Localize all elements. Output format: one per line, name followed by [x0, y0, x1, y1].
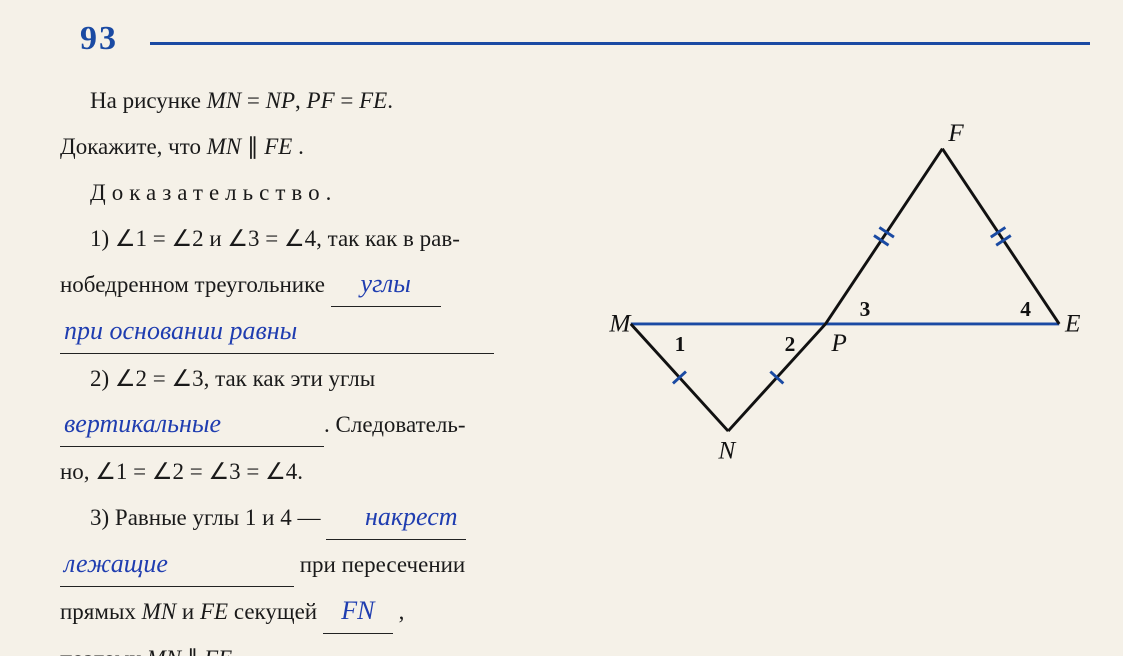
line-mn: MN — [142, 599, 177, 624]
parallel-lhs: MN — [207, 134, 242, 159]
handwriting-3b: лежащие — [64, 549, 168, 578]
header-rule — [150, 42, 1090, 45]
step3-text-c-b: секущей — [228, 599, 323, 624]
step-3-line-1: 3) Равные углы 1 и 4 — накрест — [60, 497, 580, 540]
tick-pf-2 — [879, 227, 894, 237]
handwriting-3a: накрест — [365, 502, 458, 531]
blank-1b: при основании равны — [60, 311, 494, 354]
intro-line-1: На рисунке MN = NP, PF = FE. — [60, 80, 580, 122]
period: . — [292, 134, 304, 159]
proof-title: Доказательство. — [60, 172, 580, 214]
intro-text: На рисунке — [90, 88, 207, 113]
eq2-op: = — [335, 88, 359, 113]
handwriting-1a: углы — [361, 269, 411, 298]
label-p: P — [830, 329, 846, 357]
tick-fe-2 — [996, 236, 1011, 246]
final-mn: MN — [147, 646, 182, 656]
eq1-op: = — [241, 88, 265, 113]
label-f: F — [947, 119, 964, 147]
step-2-line-1: 2) ∠2 = ∠3, так как эти углы — [60, 358, 580, 400]
eq1-rhs: NP — [266, 88, 295, 113]
blank-3a: накрест — [326, 497, 466, 540]
angle-4: 4 — [1020, 297, 1031, 321]
step-3-line-3: прямых MN и FE секущей FN , — [60, 591, 580, 634]
comma: , — [295, 88, 307, 113]
and-word: и — [176, 599, 200, 624]
eq1-lhs: MN — [207, 88, 242, 113]
step2-text-b: . Следователь- — [324, 412, 465, 437]
step3-text-a: 3) Равные углы 1 и 4 — — [90, 505, 326, 530]
eq2-lhs: PF — [307, 88, 335, 113]
angle-3: 3 — [860, 297, 871, 321]
line-fe: FE — [200, 599, 228, 624]
page: 93 На рисунке MN = NP, PF = FE. Докажите… — [0, 0, 1123, 656]
angle-2: 2 — [785, 332, 796, 356]
step-1-line-2: нобедренном треугольнике углы — [60, 264, 580, 307]
step3-text-c-a: прямых — [60, 599, 142, 624]
step-2-line-3: но, ∠1 = ∠2 = ∠3 = ∠4. — [60, 451, 580, 493]
handwriting-1b: при основании равны — [64, 316, 297, 345]
step-1-line-1: 1) ∠1 = ∠2 и ∠3 = ∠4, так как в рав- — [60, 218, 580, 260]
handwriting-4: FN — [341, 596, 374, 625]
geometry-diagram: M P E N F 1 2 3 4 — [600, 100, 1090, 470]
step2-text-a: 2) ∠2 = ∠3, так как эти углы — [90, 366, 375, 391]
step-1-line-3: при основании равны — [60, 311, 580, 354]
step-3-line-2: лежащие при пересечении — [60, 544, 580, 587]
step3-text-d-a: поэтому — [60, 646, 147, 656]
proof-title-text: Доказательство. — [90, 180, 337, 205]
label-n: N — [717, 436, 737, 464]
tick-fe-1 — [991, 227, 1006, 237]
blank-1a: углы — [331, 264, 441, 307]
step1-text-b: нобедренном треугольнике — [60, 272, 331, 297]
intro-line-2: Докажите, что MN ∥ FE . — [60, 126, 580, 168]
parallel-sym: ∥ — [241, 134, 264, 159]
step-3-line-4: поэтому MN ∥ FE . — [60, 638, 580, 656]
step3-text-b: при пересечении — [294, 552, 465, 577]
final-fe: FE — [204, 646, 232, 656]
eq2-rhs: FE — [359, 88, 387, 113]
step-2-line-2: вертикальные . Следователь- — [60, 404, 580, 447]
blank-4: FN — [323, 591, 393, 634]
label-e: E — [1064, 310, 1081, 338]
blank-2: вертикальные — [60, 404, 324, 447]
edge-fe — [942, 149, 1059, 324]
problem-body: На рисунке MN = NP, PF = FE. Докажите, ч… — [60, 80, 580, 656]
header: 93 — [0, 20, 1123, 60]
problem-number: 93 — [80, 20, 118, 58]
parallel-rhs: FE — [264, 134, 292, 159]
tick-pf-1 — [874, 236, 889, 246]
final-period: . — [232, 646, 244, 656]
prove-text: Докажите, что — [60, 134, 207, 159]
final-parallel: ∥ — [181, 646, 204, 656]
edge-pf — [826, 149, 943, 324]
step3-end: , — [393, 599, 405, 624]
blank-3b: лежащие — [60, 544, 294, 587]
step1-text-a: 1) ∠1 = ∠2 и ∠3 = ∠4, так как в рав- — [90, 226, 460, 251]
label-m: M — [608, 310, 632, 338]
period: . — [387, 88, 393, 113]
angle-1: 1 — [675, 332, 686, 356]
step2-text-c: но, ∠1 = ∠2 = ∠3 = ∠4. — [60, 459, 303, 484]
handwriting-2: вертикальные — [64, 409, 221, 438]
